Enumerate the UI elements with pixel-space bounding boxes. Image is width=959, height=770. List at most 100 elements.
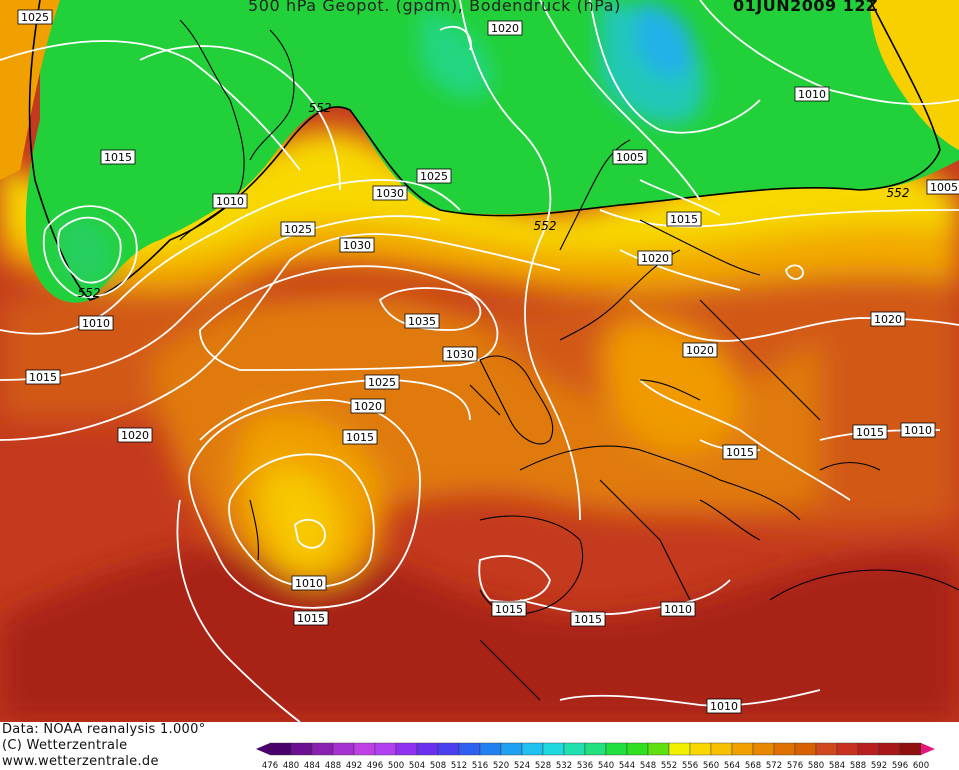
pressure-label: 1030: [339, 237, 375, 253]
legend-value: 568: [745, 761, 761, 770]
legend-value: 600: [913, 761, 929, 770]
legend-swatch: [479, 742, 502, 756]
pressure-label: 1035: [404, 313, 440, 329]
svg-text:1015: 1015: [574, 613, 602, 626]
svg-text:1035: 1035: [408, 315, 436, 328]
pressure-label: 1020: [487, 20, 523, 36]
svg-text:1025: 1025: [420, 170, 448, 183]
legend-value: 488: [325, 761, 341, 770]
svg-text:1020: 1020: [686, 344, 714, 357]
legend-value: 500: [388, 761, 404, 770]
svg-text:1020: 1020: [354, 400, 382, 413]
legend-value: 528: [535, 761, 551, 770]
legend-swatch: [647, 742, 670, 756]
legend-value: 560: [703, 761, 719, 770]
svg-text:1005: 1005: [616, 151, 644, 164]
weather-map: 1020 1010 1015 1010 1025 1030 1025 1030 1035 1030…: [0, 0, 959, 722]
legend-value: 572: [766, 761, 782, 770]
legend-swatch: [857, 742, 880, 756]
svg-text:1020: 1020: [641, 252, 669, 265]
pressure-label: 1015: [852, 424, 888, 440]
pressure-label: 1030: [442, 346, 478, 362]
legend-swatch: [731, 742, 754, 756]
legend-value: 496: [367, 761, 383, 770]
legend-swatch: [878, 742, 901, 756]
legend-value: 548: [640, 761, 656, 770]
pressure-label: 1020: [682, 342, 718, 358]
legend-value: 492: [346, 761, 362, 770]
data-source: Data: NOAA reanalysis 1.000°: [2, 722, 206, 737]
pressure-label: 1010: [706, 698, 742, 714]
svg-text:1005: 1005: [930, 181, 958, 194]
pressure-label: 1010: [212, 193, 248, 209]
legend-swatch: [584, 742, 607, 756]
svg-text:1010: 1010: [82, 317, 110, 330]
legend-swatches: [256, 742, 935, 756]
legend-swatch: [458, 742, 481, 756]
website: www.wetterzentrale.de: [2, 754, 159, 769]
legend-swatch: [395, 742, 418, 756]
svg-text:1010: 1010: [216, 195, 244, 208]
legend-arrow-right: [921, 743, 935, 755]
legend-value: 540: [598, 761, 614, 770]
legend-value: 584: [829, 761, 845, 770]
legend-value: 484: [304, 761, 320, 770]
pressure-label: 1025: [280, 221, 316, 237]
svg-text:1015: 1015: [495, 603, 523, 616]
legend-swatch: [437, 742, 460, 756]
svg-text:1030: 1030: [376, 187, 404, 200]
pressure-label: 1020: [117, 427, 153, 443]
pressure-label: 1015: [342, 429, 378, 445]
svg-text:1015: 1015: [670, 213, 698, 226]
geopotential-label: 552: [887, 186, 910, 200]
svg-text:1020: 1020: [874, 313, 902, 326]
svg-text:1025: 1025: [21, 11, 49, 24]
legend-value: 552: [661, 761, 677, 770]
geopotential-labels: 552 552 552 552: [78, 101, 910, 300]
legend-value: 476: [262, 761, 278, 770]
pressure-label: 1025: [17, 9, 53, 25]
pressure-label: 1020: [637, 250, 673, 266]
geopotential-fill: [0, 0, 959, 722]
legend-value: 576: [787, 761, 803, 770]
legend-swatch: [605, 742, 628, 756]
geopotential-label: 552: [534, 219, 557, 233]
legend-swatch: [626, 742, 649, 756]
legend-swatch: [794, 742, 817, 756]
legend-swatch: [815, 742, 838, 756]
pressure-label: 1015: [666, 211, 702, 227]
pressure-label: 1005: [612, 149, 648, 165]
svg-text:1010: 1010: [295, 577, 323, 590]
svg-text:1015: 1015: [726, 446, 754, 459]
pressure-label: 1005: [926, 179, 959, 195]
pressure-label: 1010: [291, 575, 327, 591]
svg-text:1015: 1015: [346, 431, 374, 444]
svg-text:1010: 1010: [798, 88, 826, 101]
legend-swatch: [563, 742, 586, 756]
legend-swatch: [290, 742, 313, 756]
legend-value: 532: [556, 761, 572, 770]
legend-labels: 476 480 484 488 492 496 500 504 508 512 516 520 524 5…: [262, 761, 929, 770]
legend-value: 512: [451, 761, 467, 770]
pressure-label: 1015: [100, 149, 136, 165]
legend-swatch: [416, 742, 439, 756]
pressure-label: 1015: [25, 369, 61, 385]
svg-text:1030: 1030: [446, 348, 474, 361]
pressure-label: 1010: [660, 601, 696, 617]
legend-value: 596: [892, 761, 908, 770]
legend-value: 592: [871, 761, 887, 770]
svg-text:552: 552: [309, 101, 332, 115]
svg-text:1025: 1025: [368, 376, 396, 389]
legend-value: 588: [850, 761, 866, 770]
legend-swatch: [836, 742, 859, 756]
geopotential-label: 552: [309, 101, 332, 115]
legend-value: 480: [283, 761, 299, 770]
legend-swatch: [668, 742, 691, 756]
svg-text:1030: 1030: [343, 239, 371, 252]
pressure-label: 1015: [491, 601, 527, 617]
pressure-label: 1030: [372, 185, 408, 201]
svg-text:1010: 1010: [904, 424, 932, 437]
color-legend: 476 480 484 488 492 496 500 504 508 512 516 520 524 5…: [256, 740, 959, 770]
legend-swatch: [689, 742, 712, 756]
pressure-labels: 1020 1010 1015 1010 1025 1030 1025 1030 1035 1030…: [17, 9, 959, 714]
